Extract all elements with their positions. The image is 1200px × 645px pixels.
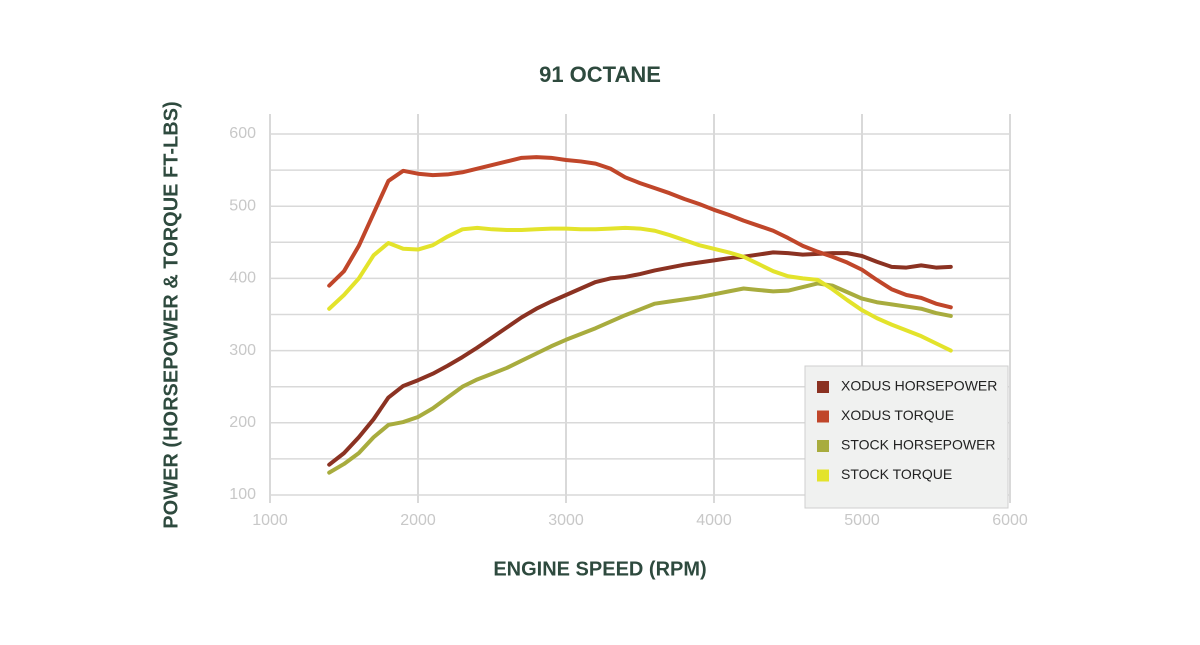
y-tick-label: 200 xyxy=(229,414,256,431)
y-tick-label: 600 xyxy=(229,125,256,142)
y-tick-label: 300 xyxy=(229,342,256,359)
x-tick-label: 3000 xyxy=(548,512,584,529)
legend-swatch xyxy=(817,469,829,482)
legend-swatch xyxy=(817,381,829,393)
series-line xyxy=(327,281,953,475)
x-tick-label: 4000 xyxy=(696,512,732,529)
legend-swatch xyxy=(817,410,829,423)
legend: XODUS HORSEPOWER XODUS TORQUE STOCK HORSEP… xyxy=(804,365,1009,509)
legend-box xyxy=(804,365,1009,509)
legend-label: STOCK HORSEPOWER xyxy=(841,437,996,453)
x-axis-label: ENGINE SPEED (RPM) xyxy=(493,558,706,580)
y-axis-label: POWER (HORSEPOWER & TORQUE FT-LBS) xyxy=(160,101,182,528)
legend-label: XODUS HORSEPOWER xyxy=(841,378,997,394)
y-tick-label: 400 xyxy=(229,270,256,287)
lines xyxy=(327,155,953,475)
x-tick-label: 5000 xyxy=(844,512,880,529)
x-tick-label: 6000 xyxy=(992,512,1028,529)
grid: 100 200 300 400 500 600 1000 2000 3000 4000 5000 60… xyxy=(229,114,1028,529)
series-line xyxy=(327,225,953,353)
chart-title: 91 OCTANE xyxy=(539,62,661,87)
x-tick-label: 2000 xyxy=(400,512,436,529)
y-tick-label: 100 xyxy=(229,486,256,503)
y-tick-label: 500 xyxy=(229,197,256,214)
legend-label: XODUS TORQUE xyxy=(841,407,954,423)
x-tick-label: 1000 xyxy=(252,512,288,529)
series-line xyxy=(327,155,953,310)
legend-swatch xyxy=(817,440,829,452)
legend-label: STOCK TORQUE xyxy=(841,466,952,482)
series-line xyxy=(327,250,953,467)
